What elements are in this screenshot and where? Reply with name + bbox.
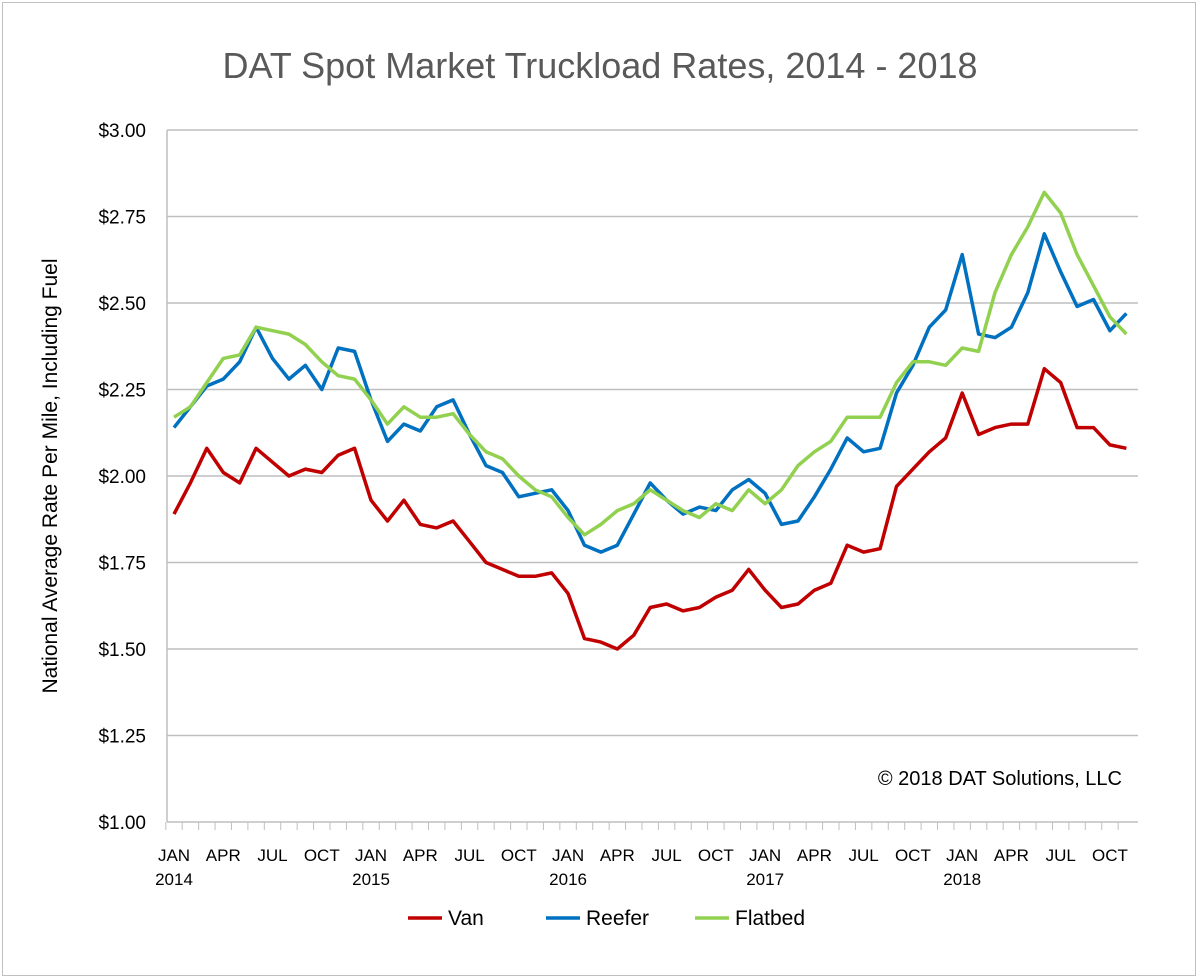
x-year-label: 2016 <box>549 870 587 889</box>
x-tick-label: JUL <box>651 846 681 865</box>
x-tick-label: OCT <box>698 846 734 865</box>
x-tick-label: OCT <box>501 846 537 865</box>
x-tick-label: OCT <box>895 846 931 865</box>
x-tick-label: OCT <box>304 846 340 865</box>
copyright-annotation: © 2018 DAT Solutions, LLC <box>878 768 1122 790</box>
x-tick-label: JUL <box>1046 846 1076 865</box>
y-tick-label: $1.50 <box>98 640 146 661</box>
series-line-flatbed <box>173 190 1128 537</box>
y-tick-label: $1.25 <box>98 727 146 748</box>
x-tick-label: APR <box>600 846 635 865</box>
x-tick-label: JAN <box>158 846 190 865</box>
legend-label: Van <box>448 907 484 930</box>
x-tick-label: OCT <box>1092 846 1128 865</box>
y-axis-label: National Average Rate Per Mile, Includin… <box>39 258 62 693</box>
x-year-label: 2017 <box>746 870 784 889</box>
x-tick-label: JAN <box>749 846 781 865</box>
legend-label: Flatbed <box>735 907 805 930</box>
y-tick-label: $1.00 <box>98 813 146 834</box>
x-tick-label: JAN <box>552 846 584 865</box>
x-year-label: 2014 <box>155 870 193 889</box>
x-tick-label: APR <box>994 846 1029 865</box>
y-tick-label: $3.00 <box>98 121 146 142</box>
x-tick-label: APR <box>403 846 438 865</box>
y-tick-label: $1.75 <box>98 554 146 575</box>
y-tick-label: $2.50 <box>98 294 146 315</box>
y-tick-label: $2.00 <box>98 467 146 488</box>
x-year-label: 2015 <box>352 870 390 889</box>
x-tick-label: APR <box>206 846 241 865</box>
series-line-reefer <box>172 232 1128 554</box>
x-tick-label: JAN <box>355 846 387 865</box>
x-tick-label: APR <box>797 846 832 865</box>
x-tick-label: JUL <box>257 846 287 865</box>
chart-title: DAT Spot Market Truckload Rates, 2014 - … <box>222 45 977 86</box>
legend-label: Reefer <box>586 907 649 930</box>
x-tick-label: JUL <box>849 846 879 865</box>
y-tick-label: $2.25 <box>98 381 146 402</box>
y-tick-label: $2.75 <box>98 208 146 229</box>
x-tick-label: JAN <box>946 846 978 865</box>
x-year-label: 2018 <box>943 870 981 889</box>
x-tick-label: JUL <box>454 846 484 865</box>
series-line-van <box>172 366 1127 651</box>
